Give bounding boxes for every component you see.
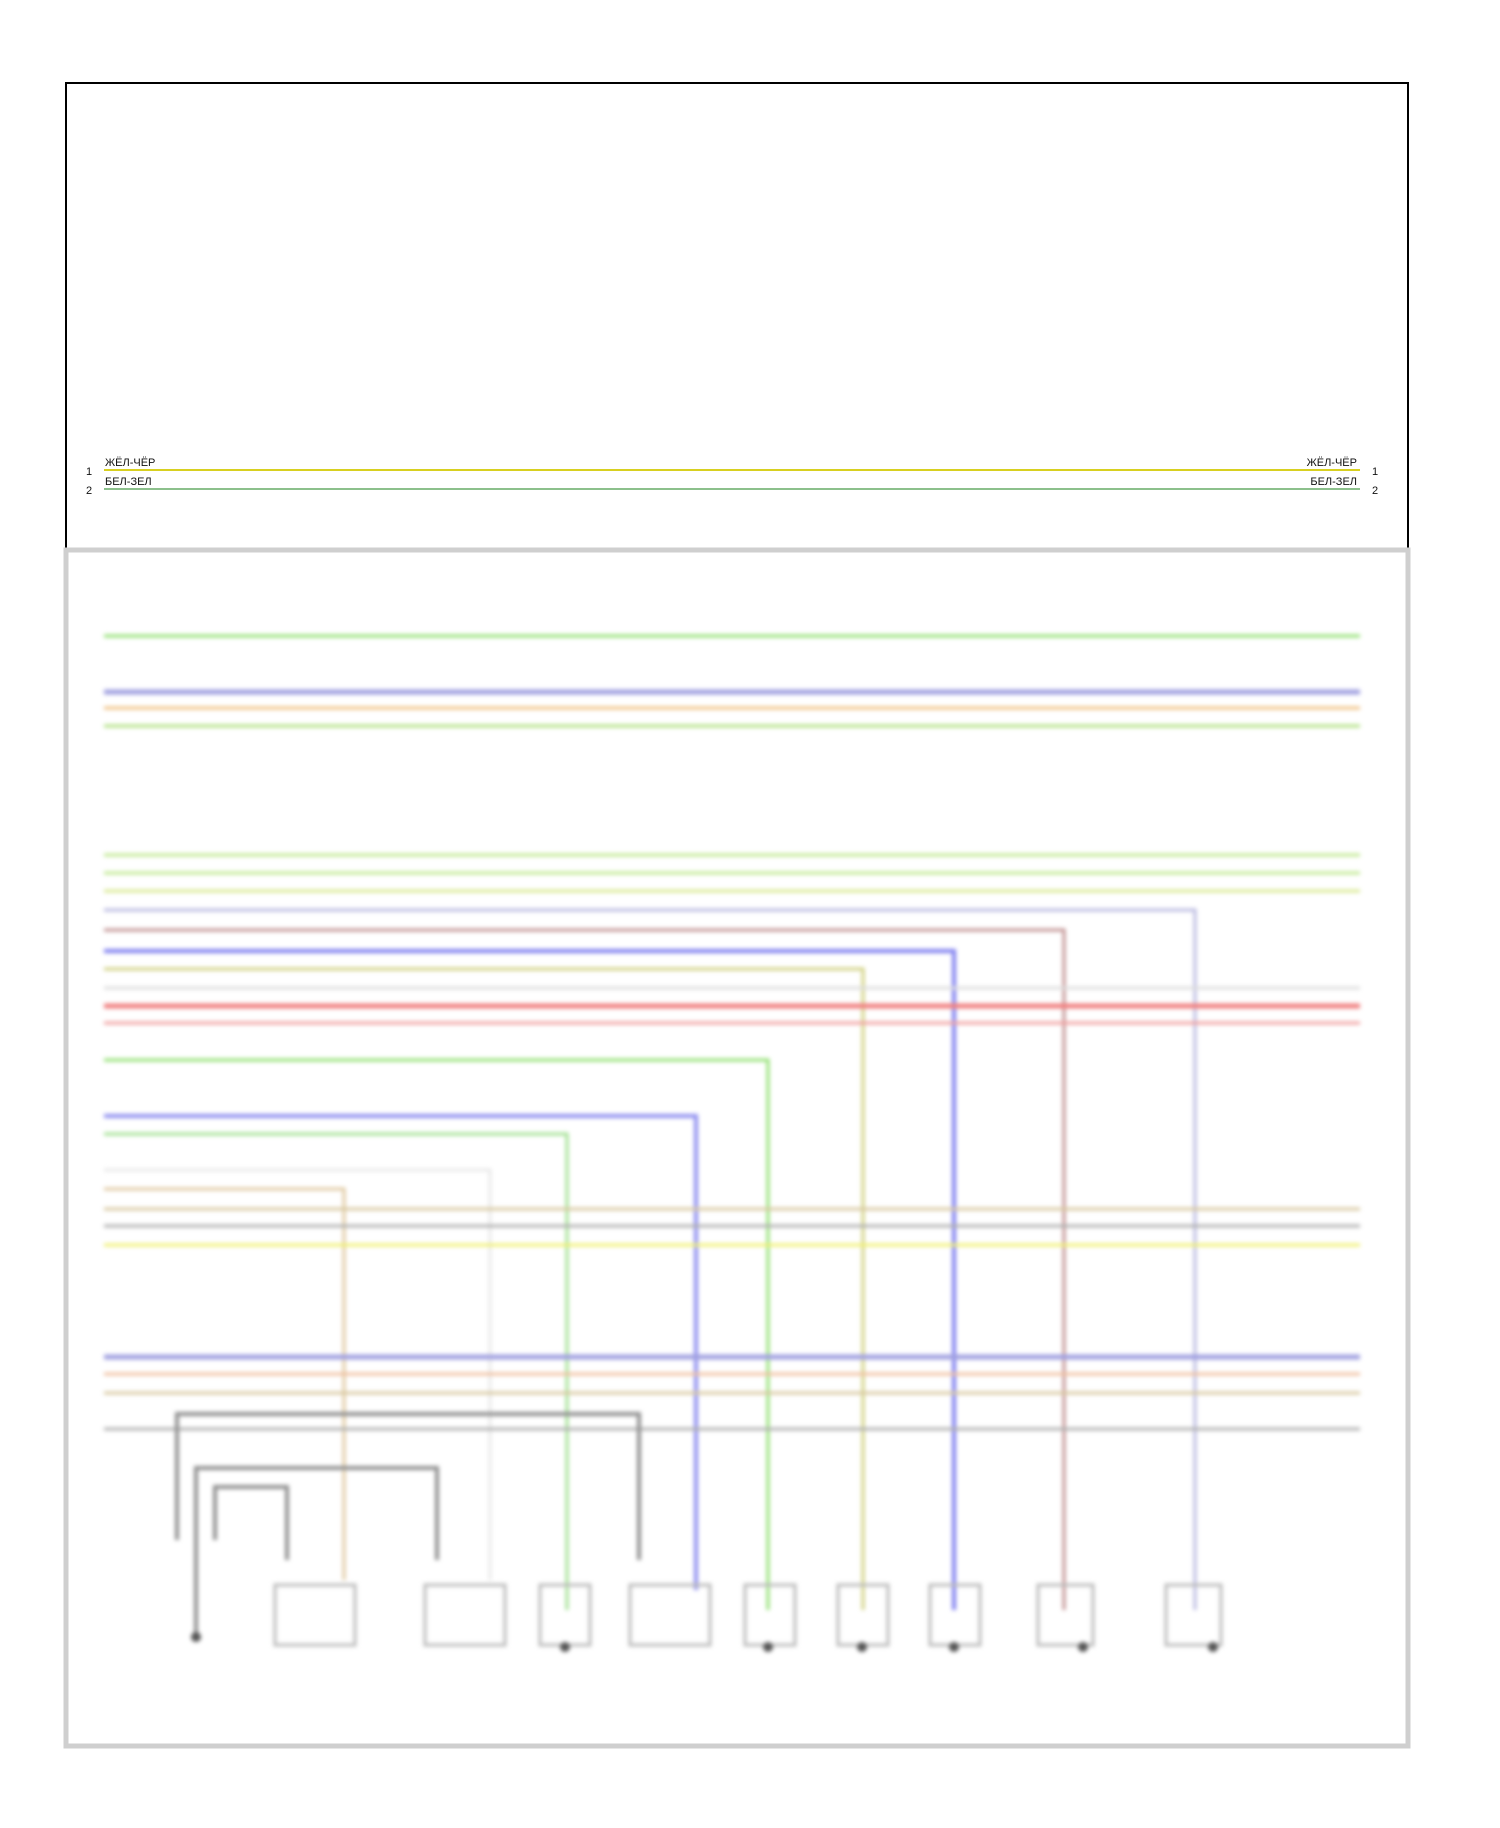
- wire: [104, 1114, 698, 1590]
- terminal: [1078, 1642, 1088, 1652]
- ground-wire: [194, 1466, 439, 1560]
- terminal: [857, 1642, 867, 1652]
- component: [273, 1583, 357, 1647]
- wire-1-color-right: ЖЁЛ-ЧЁР: [1307, 457, 1357, 469]
- frame-top: [65, 82, 1409, 550]
- wire-2-pin-right: 2: [1372, 485, 1378, 497]
- wire: [104, 928, 1066, 1610]
- component: [538, 1583, 592, 1647]
- wire-1-pin-left: 1: [86, 466, 92, 478]
- component: [1036, 1583, 1095, 1647]
- frame-lower: [63, 547, 1411, 1749]
- wire: [104, 1168, 492, 1580]
- wire-2-color-left: БЕЛ-ЗЕЛ: [105, 476, 152, 488]
- terminal: [1208, 1642, 1218, 1652]
- wire: [104, 1058, 770, 1610]
- wire: [104, 949, 956, 1610]
- ground-wire: [175, 1412, 641, 1560]
- wire-1-color-left: ЖЁЛ-ЧЁР: [105, 457, 155, 469]
- wire-1-pin-right: 1: [1372, 466, 1378, 478]
- component: [628, 1583, 712, 1647]
- ground-wire: [213, 1485, 289, 1560]
- wire-2-pin-left: 2: [86, 485, 92, 497]
- wire: [104, 1132, 569, 1610]
- component: [1164, 1583, 1223, 1647]
- wire-2-color-right: БЕЛ-ЗЕЛ: [1310, 476, 1357, 488]
- ground-point: [191, 1632, 201, 1642]
- wire: [104, 908, 1197, 1610]
- wire: [104, 1187, 346, 1580]
- blurred-wiring: [104, 634, 1360, 1652]
- component: [743, 1583, 797, 1647]
- terminal: [763, 1642, 773, 1652]
- component: [423, 1583, 507, 1647]
- terminal: [949, 1642, 959, 1652]
- wire: [104, 967, 865, 1610]
- terminal: [560, 1642, 570, 1652]
